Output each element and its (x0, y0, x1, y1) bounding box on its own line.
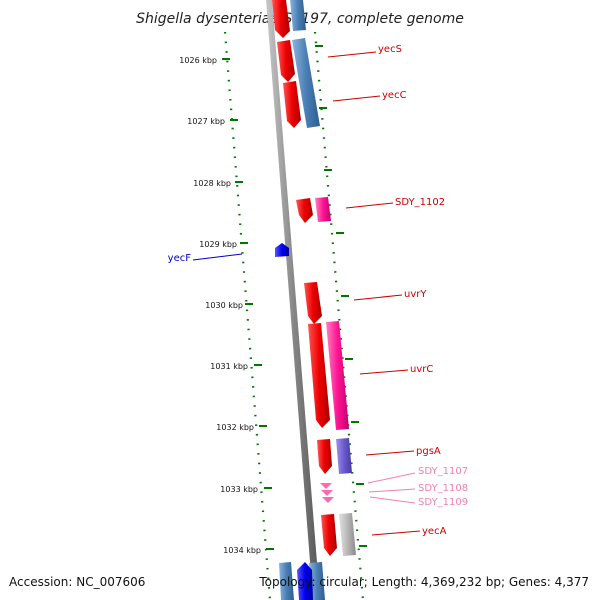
kbp-label-1031: 1031 kbp (210, 362, 248, 371)
scale-labels: 1026 kbp 1027 kbp 1028 kbp 1029 kbp 1030… (179, 56, 261, 555)
cog-bar-bottom-right (309, 562, 325, 600)
gene-uvrY-arrow (304, 282, 322, 324)
gene-label-pgsA: pgsA (416, 446, 441, 457)
kbp-label-1029: 1029 kbp (199, 240, 237, 249)
kbp-label-1030: 1030 kbp (205, 301, 243, 310)
cog-bar-pgsA (336, 438, 352, 474)
reverse-cds-track (275, 243, 313, 600)
gene-label-uvrY: uvrY (404, 289, 427, 300)
kbp-label-1034: 1034 kbp (223, 546, 261, 555)
gene-yecA-arrow (321, 514, 337, 556)
trna-features (320, 483, 334, 503)
gene-bottom-reverse-arrow (297, 562, 313, 600)
gene-label-yecS: yecS (378, 44, 402, 55)
cog-bar-bottom-left (279, 562, 294, 600)
gene-label-SDY_1102: SDY_1102 (395, 197, 445, 208)
gene-labels: yecS yecC SDY_1102 yecF uvrY uvrC pgsA S… (168, 44, 468, 537)
label-leaders (192, 51, 421, 536)
topology-text: Topology: circular; Length: 4,369,232 bp… (258, 575, 589, 589)
gene-label-SDY_1108: SDY_1108 (418, 483, 468, 494)
gene-pgsA-arrow (317, 439, 332, 474)
gene-yecF-arrow (275, 243, 289, 257)
kbp-label-1032: 1032 kbp (216, 423, 254, 432)
outer-major-ticks (315, 45, 367, 547)
inner-major-ticks (222, 58, 274, 550)
kbp-label-1028: 1028 kbp (193, 179, 231, 188)
kbp-label-1026: 1026 kbp (179, 56, 217, 65)
gene-label-uvrC: uvrC (410, 364, 433, 375)
outer-scale-track (313, 31, 365, 600)
gene-label-yecF: yecF (168, 253, 192, 264)
gene-yecS-arrow (272, 0, 290, 38)
trna-SDY_1107 (320, 483, 332, 489)
cog-track (279, 0, 356, 600)
genome-backbone (266, 0, 320, 600)
cog-bar-yecC (292, 38, 320, 128)
gene-label-SDY_1109: SDY_1109 (418, 497, 468, 508)
gene-label-yecC: yecC (382, 90, 407, 101)
kbp-label-1033: 1033 kbp (220, 485, 258, 494)
gene-uvrC-arrow (308, 323, 330, 428)
cog-bar-yecS (290, 0, 306, 31)
gene-yecS-arrow-2 (277, 40, 295, 82)
cog-bar-SDY_1102 (315, 197, 331, 222)
forward-cds-track (272, 0, 337, 556)
kbp-label-1027: 1027 kbp (187, 117, 225, 126)
cog-bar-yecA (339, 513, 356, 556)
accession-text: Accession: NC_007606 (9, 575, 145, 589)
gene-label-yecA: yecA (422, 526, 447, 537)
gene-yecC-arrow (283, 81, 301, 128)
cog-bar-uvrC (326, 321, 349, 430)
trna-SDY_1109 (322, 497, 334, 503)
gene-SDY_1102-arrow (296, 198, 313, 223)
gene-label-SDY_1107: SDY_1107 (418, 466, 468, 477)
inner-scale-track (223, 31, 272, 600)
trna-SDY_1108 (321, 490, 333, 496)
